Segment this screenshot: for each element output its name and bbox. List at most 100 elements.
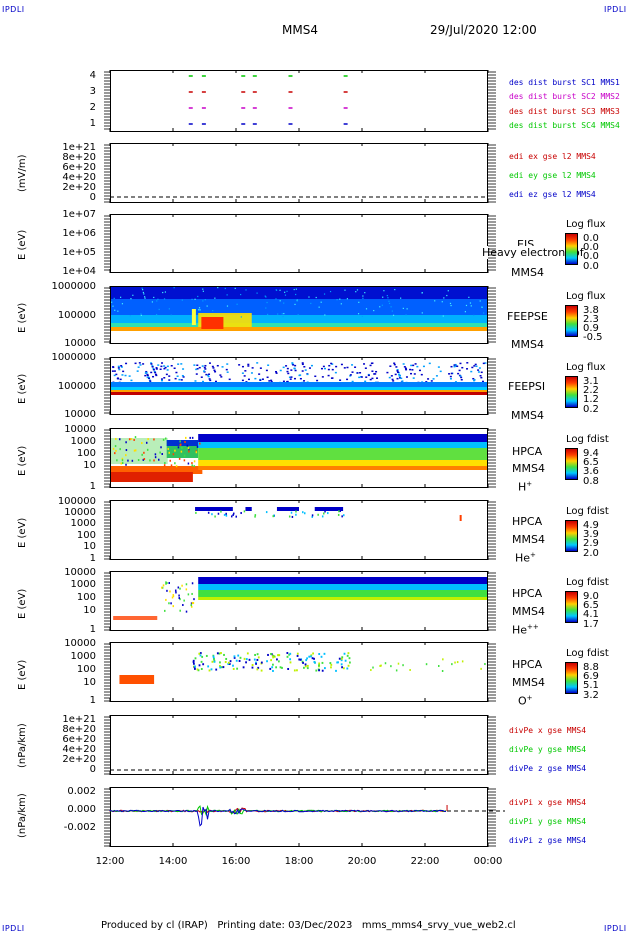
feepse-noise-pixel [265, 307, 267, 309]
feepse-noise-pixel [473, 314, 475, 317]
feepsi-noise-pixel [299, 377, 302, 380]
oplus-noise-pixel [276, 658, 278, 661]
corner-label-bottom-left: IPDLI [2, 924, 25, 933]
oplus-noise-pixel [318, 664, 320, 667]
feepsi-noise-pixel [121, 374, 124, 376]
feepsi-noise-pixel [228, 378, 231, 381]
hplus-noise-pixel [191, 464, 193, 467]
feepsi-noise-pixel [367, 374, 370, 377]
oplus-noise-pixel [243, 657, 246, 660]
legend-divpi-z: divPi z gse MMS4 [509, 836, 587, 845]
ytick: 1000 [70, 436, 96, 447]
heplus-noise-pixel [343, 514, 345, 517]
feepsi-noise-pixel [157, 364, 160, 366]
ytick: 100000 [57, 310, 96, 321]
feepse-noise-pixel [361, 315, 363, 318]
feepsi-noise-pixel [351, 364, 354, 366]
feepse-noise-pixel [277, 313, 279, 315]
hplus-low-energy [111, 466, 203, 474]
feepsi-noise-pixel [196, 368, 199, 370]
colorbar-hpca-he [565, 520, 578, 552]
feepse-noise-pixel [308, 296, 310, 298]
feepsi-noise-pixel [144, 374, 147, 377]
feepsi-noise-pixel [206, 374, 209, 376]
heplus-noise-pixel [217, 512, 220, 515]
feepse-noise-pixel [198, 309, 200, 311]
feepsi-noise-pixel [247, 365, 250, 367]
feepsi-noise-pixel [128, 375, 131, 377]
feepsi-noise-pixel [149, 380, 152, 382]
feepsi-noise-pixel [340, 363, 343, 366]
feepse-noise-pixel [217, 287, 219, 289]
feepsi-noise-pixel [327, 374, 330, 377]
feepsi-noise-pixel [402, 363, 405, 365]
ytick: 100000 [57, 496, 96, 507]
feepsi-noise-pixel [150, 363, 153, 365]
feepse-noise-pixel [173, 287, 175, 289]
legend-divpe-y: divPe y gse MMS4 [509, 745, 587, 754]
oplus-noise-pixel [260, 669, 263, 672]
oplus-noise-pixel [257, 656, 260, 659]
feepsi-noise-pixel [303, 380, 306, 382]
hplus-band-orange [198, 466, 487, 470]
hplus-noise-pixel [114, 452, 116, 455]
heplus-noise-pixel [240, 512, 242, 515]
heplus-noise-pixel [303, 512, 306, 515]
feepsi-noise-pixel [376, 377, 379, 379]
oplus-noise-pixel [233, 656, 236, 659]
feepse-noise-pixel [339, 298, 341, 300]
feepse-noise-pixel [140, 314, 142, 316]
feepse-noise-pixel [202, 290, 204, 292]
ytick: 0.000 [67, 804, 96, 815]
feepsi-noise-pixel [285, 365, 288, 367]
panel-hpca-o [110, 642, 488, 702]
ytick: 1e+06 [62, 228, 96, 239]
feepsi-noise-pixel [173, 367, 176, 370]
feepse-noise-pixel [406, 308, 408, 310]
feepse-noise-pixel [197, 295, 199, 298]
feepse-noise-pixel [483, 312, 485, 314]
oplus-noise-pixel [245, 661, 247, 664]
feepsi-noise-pixel [241, 372, 244, 374]
oplus-noise-pixel [329, 662, 332, 665]
feepsi-noise-pixel [145, 371, 148, 374]
oplus-noise-pixel [213, 660, 216, 663]
oplus-noise-pixel [342, 667, 345, 670]
feepsi-noise-pixel [119, 378, 122, 381]
feepsi-noise-pixel [475, 365, 478, 368]
oplus-noise-pixel [237, 654, 240, 657]
hplus-noise-pixel [149, 459, 151, 462]
feepse-noise-pixel [387, 297, 389, 299]
xtick-label: 00:00 [473, 856, 503, 867]
oplus-noise-pixel [341, 656, 344, 659]
oplus-noise-pixel [451, 663, 453, 666]
oplus-noise-pixel [304, 663, 307, 666]
feepsi-noise-pixel [310, 364, 313, 367]
he2-noise-pixel [192, 602, 195, 605]
heplus-noise-pixel [235, 515, 237, 518]
ytick: 10000 [64, 507, 96, 518]
he2-low-energy [113, 616, 158, 620]
feepsi-noise-pixel [461, 366, 464, 369]
hplus-noise-pixel [154, 453, 157, 456]
oplus-noise-pixel [194, 667, 196, 670]
ytick: 100 [76, 530, 96, 541]
ytick: 100 [76, 448, 96, 459]
colorbar-value: 6.5 [583, 457, 599, 468]
feepse-noise-pixel [394, 289, 396, 291]
feepse-noise-pixel [140, 313, 142, 315]
feepsi-noise-pixel [152, 368, 155, 371]
feepsi-noise-pixel [180, 363, 183, 365]
feepsi-noise-pixel [282, 380, 285, 383]
feepsi-noise-pixel [146, 373, 149, 376]
feepsi-noise-pixel [435, 375, 438, 377]
he2-noise-pixel [164, 609, 166, 612]
feepsi-noise-pixel [413, 373, 416, 375]
he2-noise-pixel [183, 599, 185, 602]
feepse-noise-pixel [355, 291, 357, 293]
feepsi-noise-pixel [251, 367, 254, 369]
feepse-noise-pixel [120, 296, 122, 298]
oplus-noise-pixel [196, 668, 199, 671]
colorbar-value: 0.2 [583, 404, 599, 415]
feepsi-noise-pixel [120, 365, 123, 367]
